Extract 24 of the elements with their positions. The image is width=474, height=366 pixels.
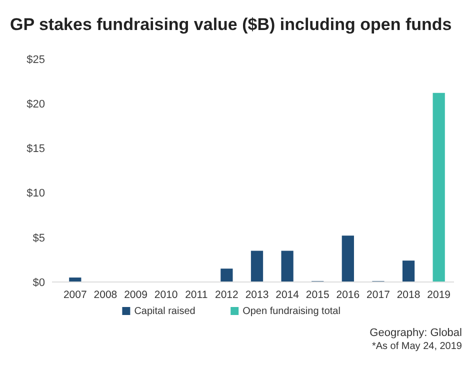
x-tick-label: 2019	[427, 289, 451, 301]
x-tick-label: 2017	[366, 289, 390, 301]
x-tick-label: 2008	[94, 289, 118, 301]
y-tick-label: $0	[32, 276, 45, 289]
x-tick-label: 2013	[245, 289, 269, 301]
x-tick-label: 2007	[63, 289, 87, 301]
x-tick-label: 2012	[215, 289, 239, 301]
y-tick-label: $10	[26, 188, 45, 200]
x-tick-label: 2016	[336, 289, 360, 301]
y-tick-label: $5	[32, 232, 45, 244]
legend-label: Open fundraising total	[242, 306, 340, 317]
chart-title: GP stakes fundraising value ($B) including open funds	[10, 15, 452, 34]
x-tick-label: 2010	[154, 289, 178, 301]
x-tick-label: 2014	[276, 289, 300, 301]
y-tick-label: $15	[26, 143, 45, 156]
y-tick-label: $20	[26, 98, 45, 110]
y-tick-label: $25	[26, 54, 45, 66]
x-tick-label: 2018	[396, 289, 420, 301]
x-tick-label: 2009	[124, 289, 148, 301]
legend-label: Capital raised	[134, 306, 196, 317]
x-tick-label: 2011	[185, 289, 208, 301]
x-tick-label: 2015	[306, 289, 330, 301]
text: Geography: Global	[370, 327, 462, 339]
text: *As of May 24, 2019	[372, 341, 462, 352]
